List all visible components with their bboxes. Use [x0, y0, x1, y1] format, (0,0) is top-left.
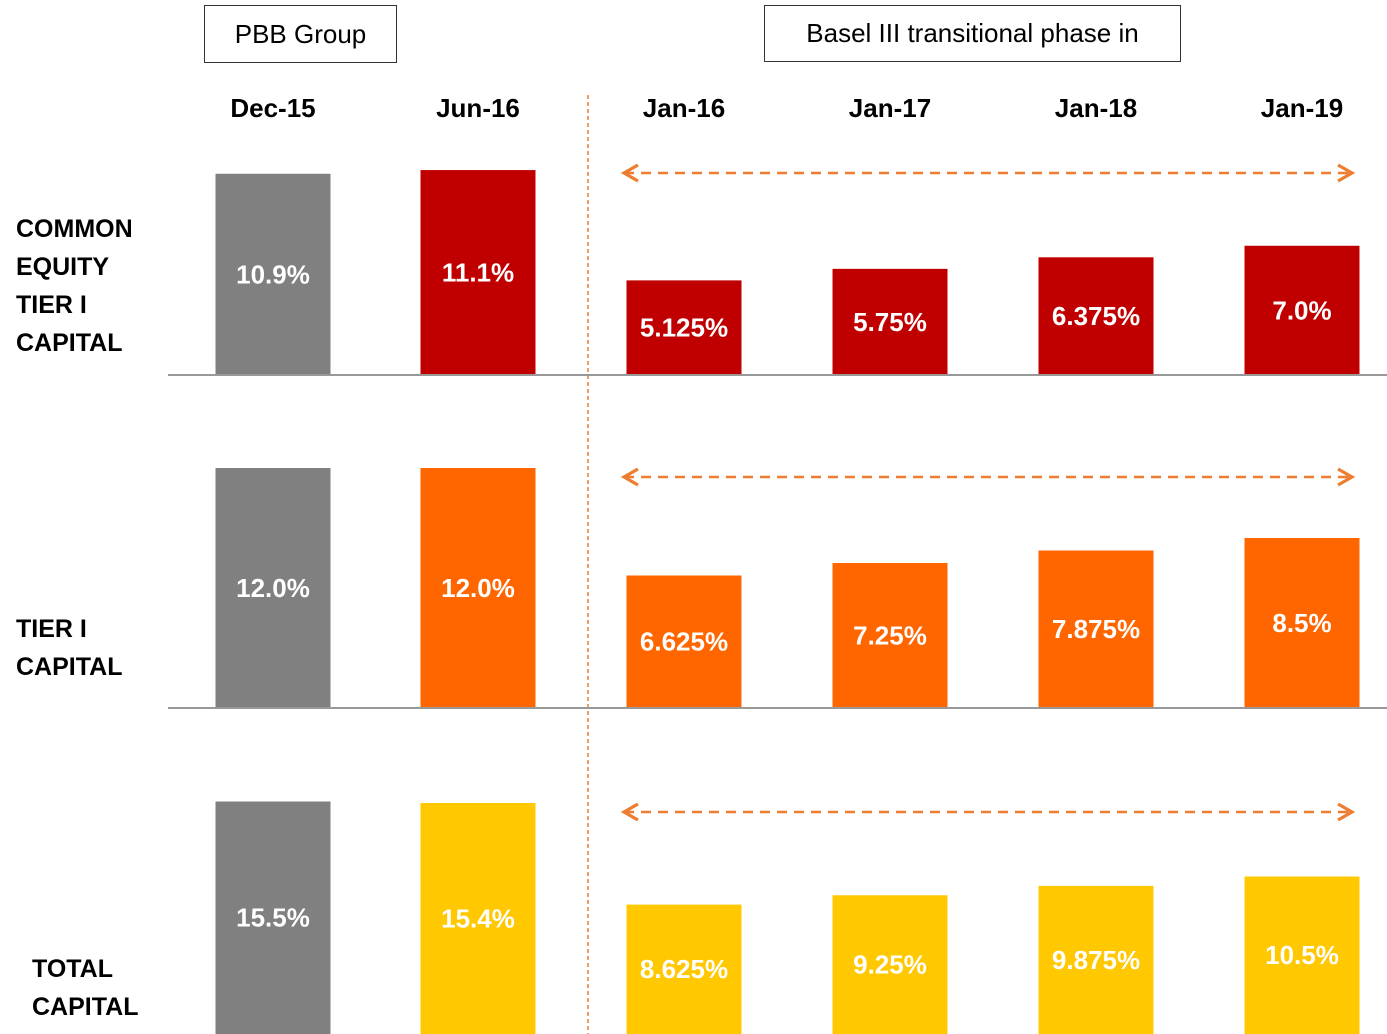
row-label: TOTAL CAPITAL [32, 955, 139, 1021]
column-label: Jun-16 [436, 93, 520, 123]
bar [1244, 876, 1360, 1034]
bar [420, 170, 536, 375]
value-label: 15.4% [441, 903, 515, 933]
bar [1038, 550, 1154, 708]
value-label: 12.0% [236, 573, 310, 603]
bar [832, 268, 948, 375]
value-label: 6.625% [640, 627, 728, 657]
value-label: 7.25% [853, 620, 927, 650]
column-label: Jan-18 [1055, 93, 1137, 123]
value-label: 6.375% [1052, 301, 1140, 331]
value-label: 12.0% [441, 573, 515, 603]
value-label: 11.1% [442, 257, 514, 287]
bar [626, 575, 742, 708]
value-label: 9.25% [853, 950, 927, 980]
bar [420, 803, 536, 1034]
value-label: 8.5% [1272, 608, 1331, 638]
bar [420, 468, 536, 708]
value-label: 10.5% [1265, 940, 1339, 970]
value-label: 9.875% [1052, 945, 1140, 975]
group-box: PBB Group [204, 5, 397, 63]
phase-box: Basel III transitional phase in [764, 5, 1181, 62]
bar [215, 468, 331, 708]
column-label: Dec-15 [230, 93, 315, 123]
bar [1038, 257, 1154, 375]
value-label: 7.0% [1272, 295, 1331, 325]
value-label: 5.125% [640, 313, 728, 343]
row-label: COMMON EQUITY TIER I CAPITAL [16, 215, 133, 357]
column-label: Jan-16 [643, 93, 725, 123]
value-label: 8.625% [640, 954, 728, 984]
bar [1244, 245, 1360, 375]
bar [626, 904, 742, 1034]
value-label: 7.875% [1052, 614, 1140, 644]
value-label: 10.9% [236, 259, 310, 289]
row-label: TIER I CAPITAL [16, 615, 123, 681]
bar [1038, 885, 1154, 1034]
bar [832, 563, 948, 708]
value-label: 5.75% [853, 307, 927, 337]
value-label: 15.5% [236, 903, 310, 933]
bar [832, 895, 948, 1034]
bar [215, 801, 331, 1034]
bar [1244, 538, 1360, 708]
bar [215, 173, 331, 375]
column-label: Jan-17 [849, 93, 931, 123]
column-label: Jan-19 [1261, 93, 1343, 123]
bar [626, 280, 742, 375]
